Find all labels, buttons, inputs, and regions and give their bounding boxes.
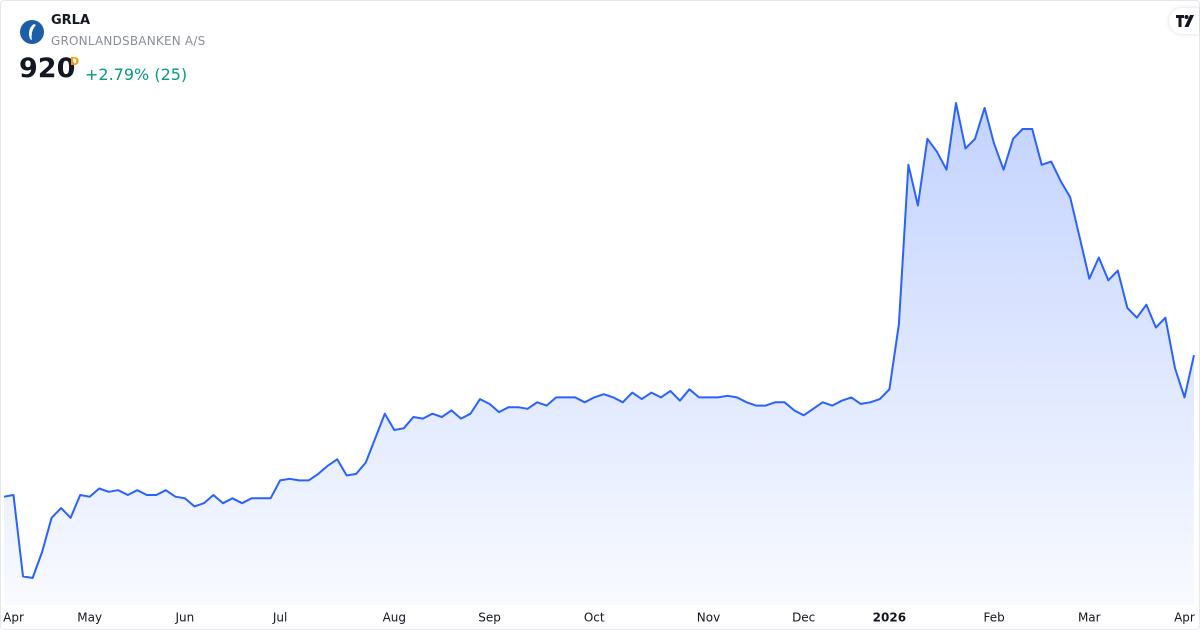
x-tick-label: 2026 bbox=[873, 611, 906, 625]
x-tick-label: Feb bbox=[983, 611, 1004, 625]
x-tick-label: Jul bbox=[272, 611, 287, 625]
tradingview-logo[interactable] bbox=[1169, 8, 1199, 34]
x-tick-label: Oct bbox=[584, 611, 605, 625]
interval: D bbox=[70, 55, 80, 68]
logo-icon bbox=[1176, 15, 1194, 27]
price-line bbox=[3, 102, 1195, 579]
symbol: GRLA bbox=[51, 13, 91, 28]
x-tick-label: Nov bbox=[697, 611, 720, 625]
x-tick-label: Aug bbox=[383, 611, 406, 625]
company-name: GRONLANDSBANKEN A/S bbox=[51, 34, 206, 48]
x-tick-label: Sep bbox=[478, 611, 501, 625]
x-tick-label: Apr bbox=[1174, 611, 1195, 625]
x-tick-label: Apr bbox=[3, 611, 24, 625]
x-tick-label: Jun bbox=[175, 611, 195, 625]
price-change: +2.79% (25) bbox=[85, 65, 188, 84]
area-fill bbox=[4, 103, 1194, 605]
last-price: 920 bbox=[19, 53, 76, 84]
x-tick-label: Dec bbox=[792, 611, 815, 625]
logo bbox=[20, 20, 44, 44]
x-tick-label: Mar bbox=[1078, 611, 1101, 625]
x-tick-label: May bbox=[77, 611, 102, 625]
